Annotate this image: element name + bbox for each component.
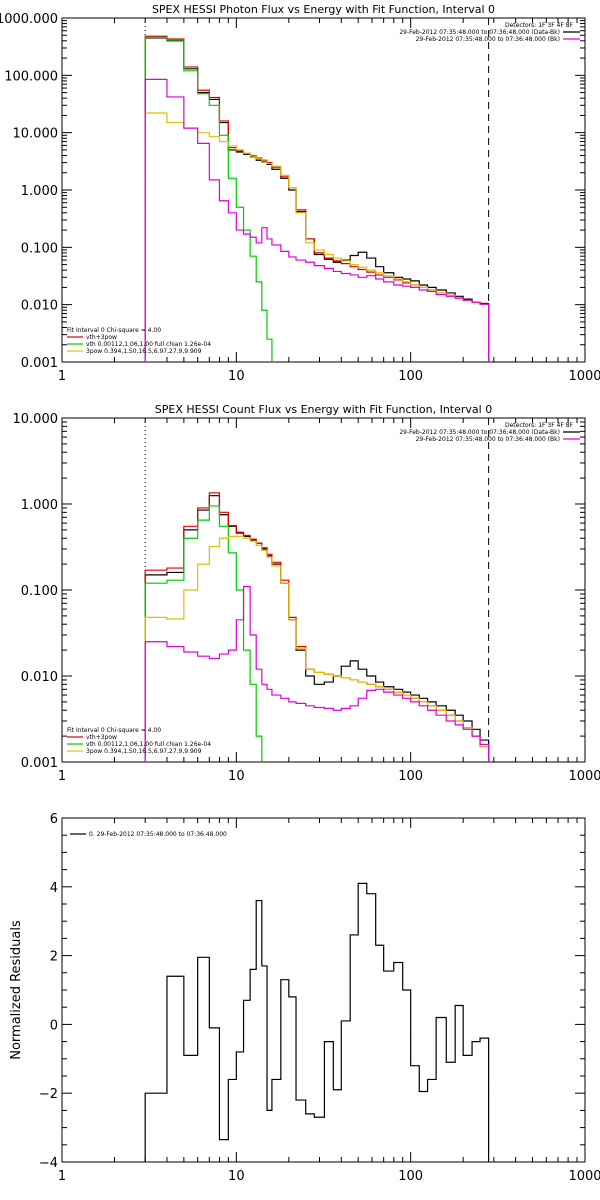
legend-entry: 3pow 0.394,1.50,16.5,6.97,27.9,9.909 bbox=[86, 748, 202, 755]
series-residuals bbox=[144, 882, 490, 1162]
x-tick-label: 1 bbox=[58, 369, 66, 384]
plot-frame bbox=[61, 17, 586, 363]
y-axis: 0.001 0.010 0.100 1.000 10.000 bbox=[13, 412, 585, 771]
y-tick-label: 100.000 bbox=[4, 69, 58, 84]
info-line: 29-Feb-2012 07:35:48.000 to 07:36:48.000… bbox=[399, 429, 560, 436]
chart-2: SPEX HESSI Count Flux vs Energy with Fit… bbox=[13, 403, 600, 784]
y-tick-label: 4 bbox=[50, 881, 58, 896]
y-tick-label: 2 bbox=[50, 950, 58, 965]
series-vth bbox=[144, 505, 263, 762]
series-data-bk bbox=[144, 37, 490, 362]
series-bk bbox=[144, 585, 490, 762]
series-vth bbox=[144, 36, 273, 362]
legend-entry: vth 0.00112,1.06,1.00 full chian 1.26e-0… bbox=[86, 341, 211, 348]
legend-entry: vth+3pow bbox=[86, 334, 117, 341]
legend-entry: vth 0.00112,1.06,1.00 full chian 1.26e-0… bbox=[86, 741, 211, 748]
y-tick-label: 0.100 bbox=[21, 584, 58, 599]
plot-frame bbox=[61, 417, 586, 763]
x-tick-label: 100 bbox=[398, 769, 423, 784]
info-line: Detectors: 1F 3F 4F 8F bbox=[505, 22, 574, 29]
x-tick-label: 10 bbox=[228, 1169, 245, 1184]
series-group bbox=[144, 492, 490, 762]
series-bk bbox=[144, 78, 490, 362]
y-tick-label: 10.000 bbox=[13, 412, 59, 427]
legend-entry: 3pow 0.394,1.50,16.5,6.97,27.9,9.909 bbox=[86, 348, 202, 355]
x-tick-label: 1000 bbox=[568, 1169, 600, 1184]
legend: Fit Interval 0 Chi-square = 4.00vth+3pow… bbox=[67, 727, 211, 755]
info-line: 29-Feb-2012 07:35:48.000 to 07:36:48.000… bbox=[399, 29, 560, 36]
series-data-bk bbox=[144, 495, 490, 762]
y-axis-label: Normalized Residuals bbox=[9, 920, 24, 1060]
y-tick-label: 0.010 bbox=[21, 299, 58, 314]
plot-frame bbox=[61, 817, 586, 1163]
info-line: 29-Feb-2012 07:35:48.000 to 07:36:48.000… bbox=[416, 436, 560, 443]
legend: 0. 29-Feb-2012 07:35:48.000 to 07:36:48.… bbox=[70, 831, 227, 838]
y-tick-label: 0.001 bbox=[21, 756, 58, 771]
series-3pow bbox=[144, 535, 490, 762]
chart-1: SPEX HESSI Photon Flux vs Energy with Fi… bbox=[0, 3, 600, 384]
x-tick-label: 1000 bbox=[568, 369, 600, 384]
legend: Fit Interval 0 Chi-square = 4.00vth+3pow… bbox=[67, 327, 211, 355]
y-tick-label: 6 bbox=[50, 812, 58, 827]
chart-title: SPEX HESSI Photon Flux vs Energy with Fi… bbox=[152, 3, 495, 16]
y-tick-label: −4 bbox=[39, 1156, 58, 1171]
chart-title: SPEX HESSI Count Flux vs Energy with Fit… bbox=[155, 403, 492, 416]
chart-3: 1 10 100 1000 −4 −2 0 2 4 6 Normalized Residuals 0.… bbox=[9, 812, 600, 1184]
series-group bbox=[144, 35, 490, 362]
y-tick-label: 1.000 bbox=[21, 498, 58, 513]
legend-entry: 0. 29-Feb-2012 07:35:48.000 to 07:36:48.… bbox=[89, 831, 227, 838]
x-tick-label: 100 bbox=[398, 369, 423, 384]
y-axis: 0.001 0.010 0.100 1.000 10.000 100.000 1000.00… bbox=[0, 12, 585, 371]
y-tick-label: 0 bbox=[50, 1018, 58, 1033]
x-tick-label: 10 bbox=[228, 769, 245, 784]
y-tick-label: 0.010 bbox=[21, 670, 58, 685]
y-tick-label: 1000.000 bbox=[0, 12, 58, 27]
y-tick-label: 0.100 bbox=[21, 241, 58, 256]
x-axis: 1 10 100 1000 bbox=[58, 18, 600, 384]
info-line: 29-Feb-2012 07:35:48.000 to 07:36:48.000… bbox=[416, 36, 560, 43]
y-tick-label: 10.000 bbox=[13, 127, 59, 142]
y-tick-label: 1.000 bbox=[21, 184, 58, 199]
x-tick-label: 1 bbox=[58, 1169, 66, 1184]
series-vth-3pow bbox=[144, 35, 490, 362]
x-axis: 1 10 100 1000 bbox=[58, 818, 600, 1184]
x-tick-label: 1000 bbox=[568, 769, 600, 784]
series-3pow bbox=[144, 112, 490, 362]
info-line: Detectors: 1F 3F 4F 8F bbox=[505, 422, 574, 429]
x-tick-label: 1 bbox=[58, 769, 66, 784]
x-tick-label: 100 bbox=[398, 1169, 423, 1184]
series-group bbox=[144, 882, 490, 1162]
legend-entry: vth+3pow bbox=[86, 734, 117, 741]
legend-entry: Fit Interval 0 Chi-square = 4.00 bbox=[67, 327, 161, 334]
y-tick-label: −2 bbox=[39, 1087, 58, 1102]
y-axis: −4 −2 0 2 4 6 bbox=[39, 812, 585, 1171]
series-vth-3pow bbox=[144, 492, 490, 762]
legend-entry: Fit Interval 0 Chi-square = 4.00 bbox=[67, 727, 161, 734]
x-tick-label: 10 bbox=[228, 369, 245, 384]
y-tick-label: 0.001 bbox=[21, 356, 58, 371]
